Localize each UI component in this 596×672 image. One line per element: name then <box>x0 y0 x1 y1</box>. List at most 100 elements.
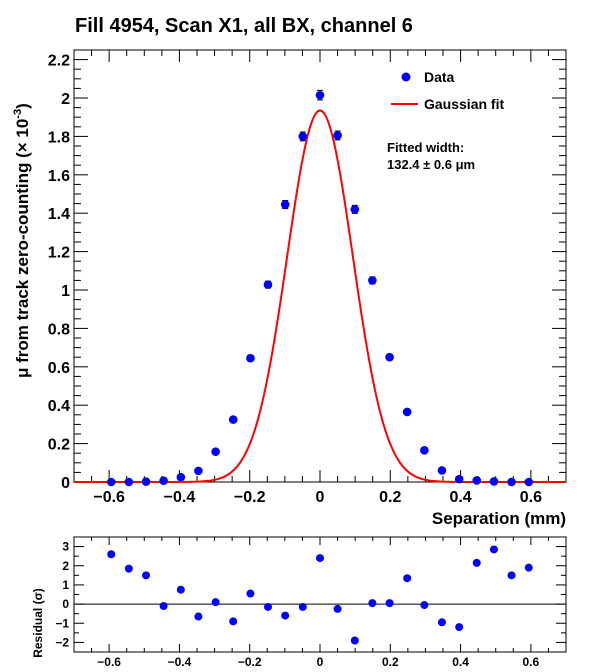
residual-y-tick-label: 1 <box>62 578 69 592</box>
x-axis-title: Separation (mm) <box>432 509 566 528</box>
residual-point <box>507 571 516 580</box>
data-point <box>298 132 308 141</box>
x-tick-label: −0.2 <box>234 489 266 506</box>
data-point <box>420 446 429 455</box>
data-point <box>402 407 412 417</box>
residual-x-tick-label: 0.6 <box>523 655 540 669</box>
x-tick-label: 0.2 <box>379 489 401 506</box>
legend-data-marker <box>401 72 411 82</box>
residual-point <box>524 563 533 572</box>
residual-point <box>298 602 307 611</box>
x-tick-label: 0 <box>316 489 325 506</box>
fit-annotation: Fitted width: 132.4 ± 0.6 μm <box>387 140 475 172</box>
residual-x-tick-label: 0.4 <box>452 655 469 669</box>
y-tick-label: 2.2 <box>48 53 70 70</box>
chart-title: Fill 4954, Scan X1, all BX, channel 6 <box>75 15 413 37</box>
fitted-width-label: Fitted width: <box>387 140 464 155</box>
y-tick-label: 1.6 <box>48 168 70 185</box>
residual-point <box>107 550 116 559</box>
residual-point <box>316 554 324 563</box>
data-point <box>489 477 499 486</box>
data-point <box>385 352 394 362</box>
residual-point <box>246 589 255 598</box>
residual-point <box>124 564 133 573</box>
data-point <box>228 415 238 424</box>
x-tick-label: −0.4 <box>164 489 196 506</box>
y-axis-title-main: μ from track zero-counting ( <box>13 152 32 378</box>
y-tick-label: 0.4 <box>48 398 70 415</box>
main-axis-ticks: −0.6 −0.4 −0.2 0 0.2 0.4 0.6 0 0.2 0.4 0.6 0.8 1 1.2 1… <box>48 49 567 506</box>
residual-x-tick-label: 0 <box>317 655 324 669</box>
y-tick-label: 1 <box>61 283 70 300</box>
residual-y-tick-label: −2 <box>55 635 69 649</box>
residual-points-group <box>107 545 533 645</box>
data-point <box>333 131 342 140</box>
residual-y-tick-label: 2 <box>62 559 69 573</box>
residual-point <box>194 612 203 621</box>
gaussian-fit-curve-group <box>74 109 566 483</box>
y-tick-label: 0.6 <box>48 360 70 377</box>
data-point <box>472 476 482 485</box>
legend-fit-label: Gaussian fit <box>424 96 504 112</box>
y-axis-title-x: × 10 <box>13 119 32 153</box>
data-point <box>194 466 203 476</box>
data-point <box>368 276 377 285</box>
residual-x-tick-label: 0.2 <box>382 655 399 669</box>
residual-point <box>350 636 359 645</box>
y-tick-label: 0.2 <box>48 437 70 454</box>
residual-y-axis-title: Residual (σ) <box>31 588 45 658</box>
data-point <box>454 474 464 484</box>
x-tick-label: −0.6 <box>93 489 125 506</box>
residual-point <box>489 545 498 554</box>
residual-point <box>211 598 220 607</box>
fitted-width-value: 132.4 ± 0.6 μm <box>387 157 475 172</box>
residual-point <box>229 617 238 626</box>
residual-point <box>142 571 151 580</box>
residual-point <box>403 574 412 583</box>
x-tick-label: 0.6 <box>520 489 542 506</box>
y-tick-label: 0 <box>61 475 70 492</box>
main-plot: −0.6 −0.4 −0.2 0 0.2 0.4 0.6 0 0.2 0.4 0.6 0.8 1 1.2 1… <box>48 49 567 506</box>
residual-x-tick-label: −0.4 <box>168 655 192 669</box>
residual-point <box>385 599 394 608</box>
residual-point <box>420 601 429 610</box>
residual-y-tick-label: 3 <box>62 540 69 554</box>
residual-y-tick-label: −1 <box>55 616 69 630</box>
residual-point <box>281 611 290 620</box>
y-tick-label: 0.8 <box>48 321 70 338</box>
residual-y-tick-label: 0 <box>62 597 69 611</box>
data-point <box>159 476 168 485</box>
data-point <box>524 477 534 487</box>
data-point <box>106 477 116 487</box>
residual-point <box>455 623 464 632</box>
gaussian-fit-line <box>74 109 566 483</box>
data-point <box>507 477 516 487</box>
data-point <box>263 280 273 289</box>
y-axis-title: μ from track zero-counting (× 10-3) <box>12 103 32 378</box>
data-point <box>437 466 447 475</box>
residual-point <box>437 618 446 627</box>
residual-point <box>368 599 377 608</box>
data-point <box>211 447 220 456</box>
data-point <box>176 472 186 482</box>
residual-point <box>176 585 185 594</box>
residual-x-tick-label: −0.2 <box>238 655 262 669</box>
data-point <box>124 477 134 487</box>
y-tick-label: 2 <box>61 91 70 108</box>
legend-data-label: Data <box>424 69 455 85</box>
data-point <box>141 477 151 486</box>
main-plot-frame <box>73 49 567 483</box>
residual-x-tick-label: −0.6 <box>97 655 121 669</box>
y-tick-label: 1.8 <box>48 129 70 146</box>
residual-point <box>159 602 168 610</box>
data-point <box>350 205 360 214</box>
x-tick-label: 0.4 <box>449 489 471 506</box>
residual-plot: −0.6 −0.4 −0.2 0 0.2 0.4 0.6 −2 −1 0 1 2 3 <box>55 536 567 669</box>
data-point <box>315 90 325 100</box>
y-tick-label: 1.2 <box>48 245 70 262</box>
residual-axis-ticks: −0.6 −0.4 −0.2 0 0.2 0.4 0.6 −2 −1 0 1 2 3 <box>55 536 567 669</box>
residual-point <box>333 604 342 613</box>
residual-point <box>263 602 272 611</box>
data-points-group <box>106 89 534 487</box>
